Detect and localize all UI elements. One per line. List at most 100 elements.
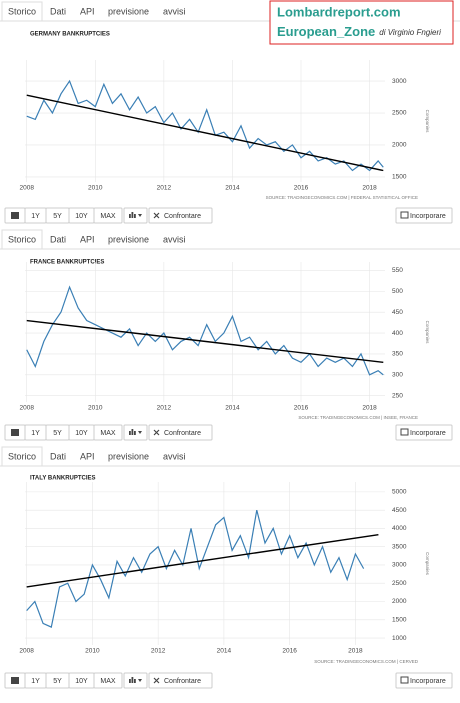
tab[interactable]: avvisi xyxy=(163,451,186,461)
y-tick-label: 3000 xyxy=(392,78,407,85)
banner: Lombardreport.com European_Zone di Virgini… xyxy=(269,0,454,45)
x-tick-label: 2016 xyxy=(294,405,309,412)
data-line xyxy=(26,285,384,376)
tab[interactable]: API xyxy=(80,6,95,16)
y-tick-label: 2000 xyxy=(392,142,407,149)
chart-icon xyxy=(131,429,134,435)
dropdown-icon xyxy=(138,431,142,434)
x-tick-label: 2018 xyxy=(362,185,377,192)
source: SOURCE: TRADINGECONOMICS.COM | CERVED xyxy=(314,659,419,664)
button-label: 1Y xyxy=(31,213,40,220)
chart-icon xyxy=(134,214,136,218)
y-tick-label: 500 xyxy=(392,288,403,295)
y-tick-label: 300 xyxy=(392,372,403,379)
source: SOURCE: TRADINGECONOMICS.COM | FEDERAL S… xyxy=(266,195,418,200)
embed-icon xyxy=(400,428,409,436)
calendar-icon xyxy=(11,429,19,436)
trend-line xyxy=(26,533,379,588)
embed-button[interactable] xyxy=(395,672,453,689)
banner-zone: European_Zone di Virginio Fngieri xyxy=(277,24,441,39)
tab[interactable]: Dati xyxy=(50,234,66,244)
compare-button[interactable] xyxy=(148,207,213,224)
button-label: 10Y xyxy=(75,213,88,220)
shuffle-icon xyxy=(153,212,160,219)
x-tick-label: 2008 xyxy=(19,185,34,192)
y-tick-label: 350 xyxy=(392,351,403,358)
x-tick-label: 2012 xyxy=(157,405,172,412)
active-tab xyxy=(1,229,43,250)
y-tick-label: 5000 xyxy=(392,489,407,496)
compare-button[interactable] xyxy=(148,424,213,441)
active-tab xyxy=(1,446,43,467)
button-label: Confrontare xyxy=(164,678,201,685)
dropdown-icon xyxy=(138,214,142,217)
x-tick-label: 2008 xyxy=(19,648,34,655)
dropdown-icon xyxy=(138,679,142,682)
tab[interactable]: previsione xyxy=(108,451,149,461)
x-tick-label: 2008 xyxy=(19,405,34,412)
tab[interactable]: avvisi xyxy=(163,234,186,244)
banner-site: Lombardreport.com xyxy=(277,4,401,19)
embed-button[interactable] xyxy=(395,424,453,441)
y-tick-label: 1500 xyxy=(392,174,407,181)
tab[interactable]: avvisi xyxy=(163,6,186,16)
tab[interactable]: Storico xyxy=(8,6,36,16)
x-tick-label: 2014 xyxy=(225,185,240,192)
button-label: Incorporare xyxy=(410,213,446,220)
x-tick-label: 2018 xyxy=(348,648,363,655)
trend-line xyxy=(26,94,384,172)
calendar-icon xyxy=(11,212,19,219)
banner-box xyxy=(269,0,454,45)
banner-zone-name: European_Zone xyxy=(277,24,375,39)
y-tick-label: 250 xyxy=(392,392,403,399)
button-label: Confrontare xyxy=(164,213,201,220)
y-tick-label: 2000 xyxy=(392,598,407,605)
data-line xyxy=(26,509,365,628)
source: SOURCE: TRADINGECONOMICS.COM | INSEE, FR… xyxy=(298,415,418,420)
y-axis-label: Companies xyxy=(425,321,430,345)
embed-button[interactable] xyxy=(395,207,453,224)
y-tick-label: 2500 xyxy=(392,580,407,587)
active-tab xyxy=(1,1,43,22)
tab[interactable]: Dati xyxy=(50,6,66,16)
y-tick-label: 1500 xyxy=(392,617,407,624)
tab[interactable]: Storico xyxy=(8,451,36,461)
tab[interactable]: Storico xyxy=(8,234,36,244)
button-label: 5Y xyxy=(53,678,62,685)
y-tick-label: 3000 xyxy=(392,562,407,569)
button-label: MAX xyxy=(100,678,116,685)
chart-panel: Storico Dati API previsione avvisi FRANCE BAN… xyxy=(0,229,460,441)
calendar-icon xyxy=(11,677,19,684)
x-tick-label: 2012 xyxy=(151,648,166,655)
chart-icon xyxy=(134,679,136,683)
data-line xyxy=(26,79,384,172)
button-label: Incorporare xyxy=(410,678,446,685)
chart-icon xyxy=(134,431,136,435)
button-label: 1Y xyxy=(31,678,40,685)
button-label: 5Y xyxy=(53,213,62,220)
button-label: 5Y xyxy=(53,430,62,437)
y-tick-label: 550 xyxy=(392,267,403,274)
tab[interactable]: API xyxy=(80,451,95,461)
y-tick-label: 2500 xyxy=(392,110,407,117)
x-tick-label: 2012 xyxy=(157,185,172,192)
range-button[interactable] xyxy=(93,672,123,689)
x-tick-label: 2014 xyxy=(225,405,240,412)
x-tick-label: 2010 xyxy=(88,185,103,192)
y-tick-label: 1000 xyxy=(392,635,407,642)
shuffle-icon xyxy=(153,677,160,684)
compare-button[interactable] xyxy=(148,672,213,689)
x-tick-label: 2010 xyxy=(88,405,103,412)
range-button[interactable] xyxy=(93,207,123,224)
shuffle-icon xyxy=(153,429,160,436)
button-label: 10Y xyxy=(75,678,88,685)
range-button[interactable] xyxy=(93,424,123,441)
tab[interactable]: previsione xyxy=(108,6,149,16)
tab[interactable]: Dati xyxy=(50,451,66,461)
tab[interactable]: previsione xyxy=(108,234,149,244)
tab[interactable]: API xyxy=(80,234,95,244)
chart-panel: Storico Dati API previsione avvisi GERMANY BA… xyxy=(0,1,460,224)
banner-author: di Virginio Fngieri xyxy=(379,28,441,37)
button-label: MAX xyxy=(100,430,116,437)
button-label: 10Y xyxy=(75,430,88,437)
